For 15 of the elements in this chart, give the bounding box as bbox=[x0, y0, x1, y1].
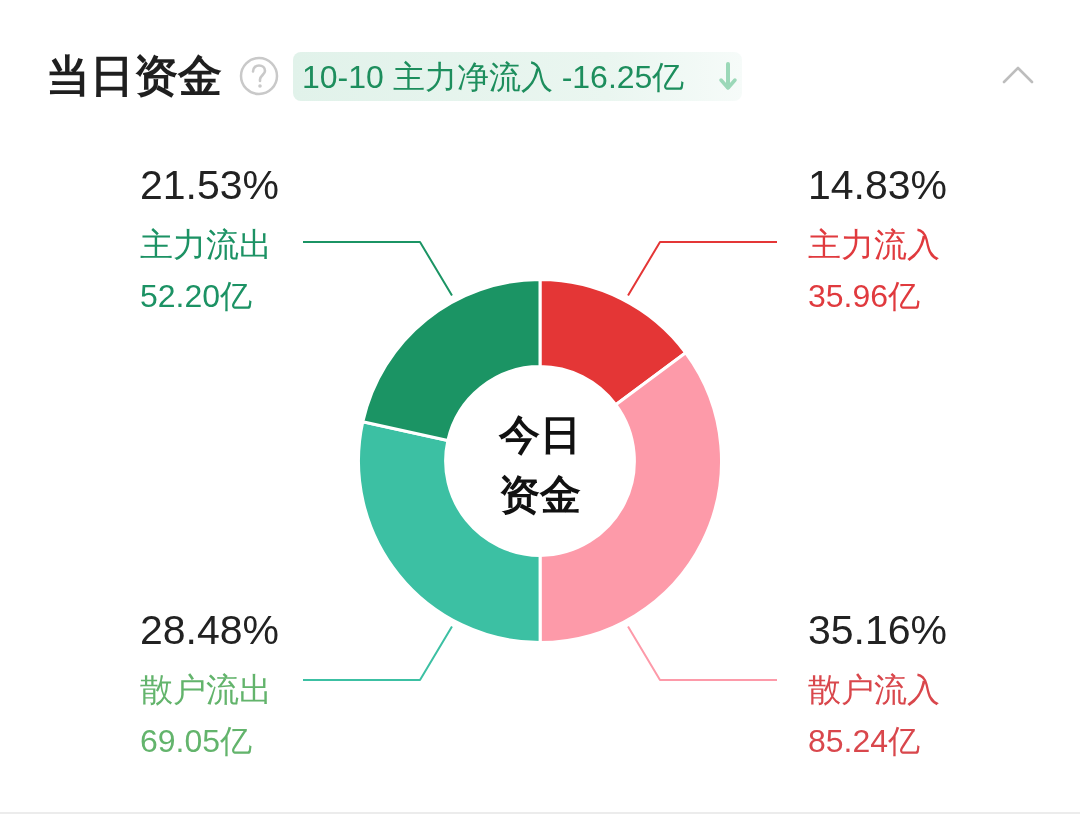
text: 35.16% bbox=[808, 607, 948, 654]
data-label: 52.20亿 bbox=[140, 277, 253, 314]
slice-label: 散户流入 bbox=[808, 671, 940, 709]
slice-label: 主力流入 bbox=[808, 226, 940, 264]
text: 28.48% bbox=[140, 607, 280, 654]
text: 14.83% bbox=[808, 162, 948, 209]
text: 今日资金 bbox=[497, 411, 582, 520]
slice-label: 主力流出 bbox=[140, 226, 272, 264]
data-label: 85.24亿 bbox=[808, 722, 921, 759]
slice-label: 散户流出 bbox=[140, 671, 272, 709]
text: 21.53% bbox=[140, 162, 280, 209]
data-label: 35.96亿 bbox=[808, 277, 921, 314]
data-label: 69.05亿 bbox=[140, 722, 253, 759]
chart-title: 当日资金 bbox=[46, 50, 222, 102]
chart-subtitle: 10-10 主力净流入 -16.25亿 bbox=[302, 57, 685, 97]
